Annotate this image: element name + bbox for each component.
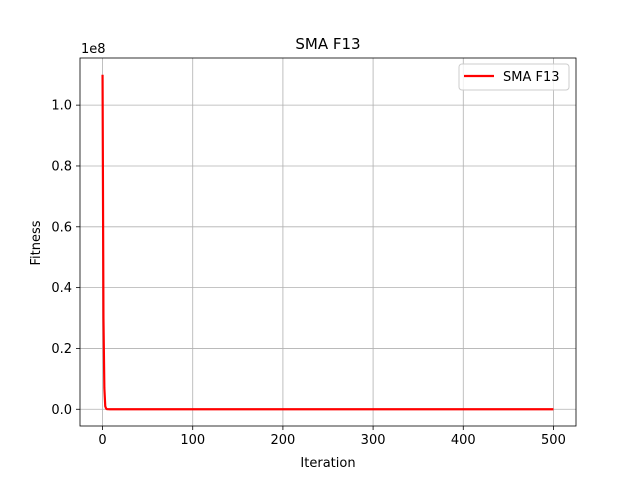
x-tick-label: 300 bbox=[361, 433, 386, 448]
y-tick-label: 0.8 bbox=[51, 159, 72, 174]
series-group bbox=[101, 74, 554, 411]
x-tick-label: 400 bbox=[451, 433, 476, 448]
legend-label: SMA F13 bbox=[503, 70, 560, 85]
y-axis-label: Fitness bbox=[29, 220, 44, 265]
chart-title: SMA F13 bbox=[295, 35, 360, 53]
y-tick-label: 1.0 bbox=[51, 99, 72, 114]
series-line bbox=[101, 74, 554, 411]
x-axis-ticks: 0 100 200 300 400 500 bbox=[98, 426, 566, 448]
x-tick-label: 200 bbox=[270, 433, 295, 448]
grid bbox=[80, 58, 576, 426]
plot-frame bbox=[79, 57, 577, 427]
y-axis-ticks: 0.0 0.2 0.4 0.6 0.8 1.0 bbox=[51, 99, 80, 418]
y-axis-offset-label: 1e8 bbox=[81, 42, 106, 57]
y-tick-label: 0.2 bbox=[51, 342, 72, 357]
x-tick-label: 100 bbox=[180, 433, 205, 448]
y-tick-label: 0.0 bbox=[51, 403, 72, 418]
x-tick-label: 0 bbox=[98, 433, 106, 448]
y-tick-label: 0.4 bbox=[51, 281, 72, 296]
legend-box bbox=[458, 63, 570, 91]
x-axis-label: Iteration bbox=[300, 456, 355, 471]
y-tick-label: 0.6 bbox=[51, 220, 72, 235]
x-tick-label: 500 bbox=[541, 433, 566, 448]
legend: SMA F13 bbox=[458, 63, 570, 91]
